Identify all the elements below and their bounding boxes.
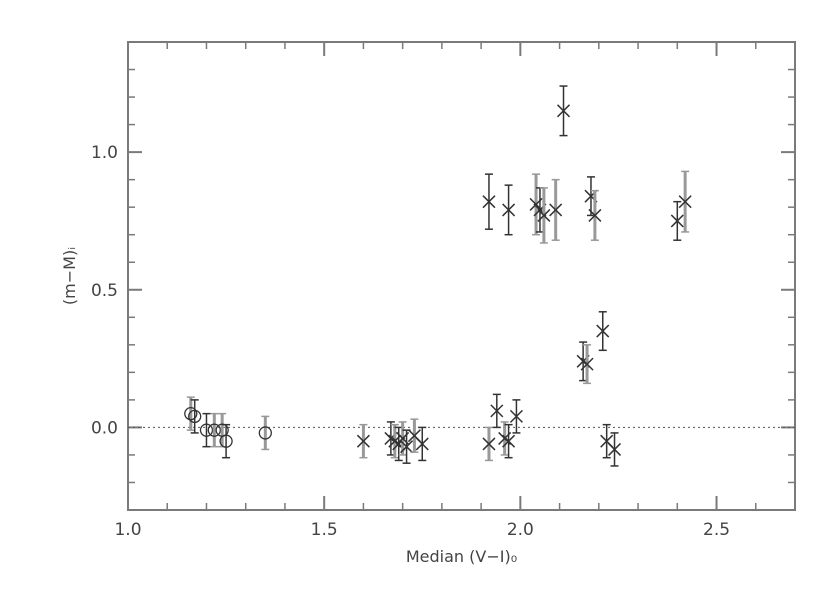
x-axis-label: Median (V−I)₀: [406, 547, 517, 566]
circle-point: [219, 423, 233, 459]
cross-point: [482, 173, 496, 230]
y-tick-label: 0.0: [91, 418, 118, 438]
cross-stroke: [670, 214, 684, 228]
circle-marker: [199, 423, 214, 437]
cross-point: [502, 184, 516, 236]
cross-point: [482, 426, 496, 462]
cross-point: [600, 423, 614, 459]
axis-ticks: [127, 41, 796, 510]
y-tick-label: 0.5: [91, 281, 118, 301]
circle-marker: [207, 423, 221, 437]
cross-stroke: [556, 104, 571, 118]
cross-point: [549, 178, 563, 241]
cross-point: [356, 423, 370, 459]
cross-stroke: [596, 324, 610, 338]
plot-border: [127, 41, 796, 511]
cross-point: [509, 399, 523, 434]
circle-point: [184, 396, 198, 431]
circle-point: [199, 412, 214, 448]
circle-point: [258, 415, 272, 451]
x-tick-label: 2.0: [507, 520, 534, 540]
cross-point: [607, 432, 622, 467]
cross-point: [415, 426, 429, 462]
x-tick-label: 1.5: [311, 520, 338, 540]
circle-marker: [188, 409, 202, 424]
cross-point: [596, 311, 610, 352]
cross-stroke: [482, 195, 496, 209]
cross-point: [502, 423, 516, 459]
y-tick-label: 1.0: [91, 143, 118, 163]
cross-stroke: [400, 440, 414, 454]
cross-stroke: [549, 203, 563, 217]
circle-point: [188, 399, 202, 434]
circle-point: [207, 412, 221, 448]
cross-stroke: [482, 437, 496, 451]
cross-stroke: [502, 434, 516, 448]
cross-stroke: [537, 208, 551, 222]
cross-stroke: [415, 437, 429, 451]
x-tick-label: 2.5: [703, 520, 730, 540]
data-points: [184, 85, 692, 467]
y-axis-label: (m−M)ᵢ: [60, 247, 79, 305]
cross-stroke: [502, 203, 516, 217]
cross-stroke: [600, 434, 614, 448]
circle-marker: [258, 426, 272, 440]
cross-point: [678, 170, 692, 233]
cross-stroke: [407, 429, 421, 443]
cross-point: [580, 344, 594, 385]
cross-stroke: [509, 409, 523, 423]
cross-stroke: [356, 434, 370, 448]
cross-stroke: [607, 442, 622, 456]
cross-point: [490, 393, 504, 429]
tick-labels: 1.0 1.5 2.0 2.5 0.0 0.5 1.0: [91, 143, 730, 540]
cross-stroke: [588, 208, 602, 222]
cross-point: [537, 187, 551, 244]
cross-point: [556, 85, 571, 137]
circle-marker: [184, 406, 198, 421]
cross-stroke: [490, 404, 504, 418]
cross-stroke: [678, 195, 692, 209]
cross-point: [588, 189, 602, 241]
cross-stroke: [580, 357, 594, 371]
cross-point: [400, 429, 414, 464]
cross-point: [670, 200, 684, 241]
plot-frame: [127, 41, 796, 511]
circle-marker: [219, 434, 233, 448]
x-tick-label: 1.0: [114, 520, 141, 540]
